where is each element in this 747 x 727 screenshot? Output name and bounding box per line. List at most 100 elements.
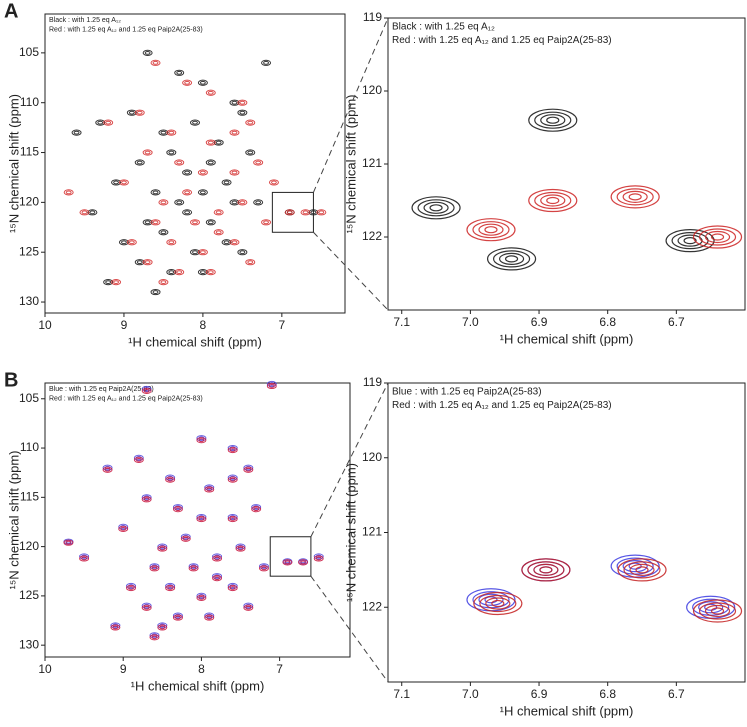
peak	[150, 288, 161, 296]
peak	[205, 89, 216, 96]
contour-ring	[253, 507, 260, 512]
contour-ring	[126, 584, 137, 592]
contour-ring	[258, 563, 269, 570]
x-tick-label: 6.7	[668, 687, 685, 701]
contour-ring	[103, 119, 114, 126]
contour-ring	[212, 573, 223, 580]
contour-ring	[152, 60, 159, 65]
contour-ring	[229, 517, 236, 521]
peak	[617, 558, 667, 582]
contour-ring	[417, 199, 455, 217]
y-tick-label: 110	[20, 95, 39, 109]
peak	[182, 209, 193, 216]
contour-ring	[235, 543, 246, 550]
contour-ring	[79, 209, 90, 216]
contour-ring	[215, 210, 222, 215]
peak	[227, 446, 238, 454]
peak	[316, 209, 327, 216]
contour-ring	[196, 435, 207, 442]
contour-ring	[113, 180, 119, 185]
peak	[197, 169, 208, 176]
contour-ring	[533, 563, 559, 576]
contour-ring	[182, 189, 193, 196]
x-axis-label: ¹H chemical shift (ppm)	[500, 331, 634, 346]
contour-ring	[231, 240, 238, 245]
contour-ring	[229, 448, 236, 452]
contour-ring	[81, 210, 88, 215]
legend-entry: Blue : with 1.25 eq Paip2A(25-83)	[392, 387, 542, 398]
contour-ring	[165, 476, 176, 483]
contour-ring	[136, 260, 143, 265]
peak	[253, 199, 264, 206]
contour-ring	[245, 149, 256, 156]
contour-ring	[215, 230, 222, 235]
contour-ring	[504, 255, 519, 263]
contour-ring	[199, 170, 206, 175]
contour-ring	[158, 279, 169, 286]
peak	[196, 437, 207, 444]
contour-ring	[635, 566, 649, 574]
contour-ring	[227, 515, 238, 523]
contour-ring	[284, 560, 291, 565]
x-axis-label: ¹H chemical shift (ppm)	[500, 703, 634, 718]
contour-ring	[263, 60, 269, 65]
x-tick-label: 10	[38, 662, 52, 676]
peak	[158, 129, 169, 136]
contour-ring	[466, 218, 516, 242]
contour-ring	[160, 130, 167, 135]
contour-ring	[118, 239, 129, 246]
contour-ring	[157, 624, 168, 631]
peak	[298, 559, 309, 566]
contour-ring	[205, 139, 216, 146]
peak	[150, 59, 161, 66]
peak	[174, 159, 185, 166]
peak	[268, 179, 279, 186]
contour-ring	[180, 535, 191, 542]
contour-ring	[111, 179, 122, 186]
peak	[141, 387, 152, 394]
peak	[103, 119, 114, 126]
contour-ring	[196, 515, 207, 523]
contour-ring	[214, 576, 220, 581]
contour-ring	[143, 497, 150, 502]
x-tick-label: 10	[38, 318, 52, 332]
contour-ring	[102, 466, 113, 473]
contour-ring	[136, 160, 143, 165]
contour-ring	[245, 119, 256, 126]
peak	[110, 624, 121, 631]
contour-ring	[197, 189, 208, 196]
contour-ring	[160, 230, 167, 235]
contour-ring	[255, 160, 262, 165]
contour-ring	[166, 149, 177, 156]
contour-ring	[87, 209, 98, 216]
contour-ring	[229, 586, 236, 590]
contour-ring	[198, 438, 205, 443]
peak	[528, 108, 578, 132]
contour-ring	[313, 553, 324, 560]
contour-ring	[192, 120, 198, 125]
peak	[300, 209, 311, 216]
contour-ring	[152, 190, 159, 195]
contour-ring	[198, 595, 205, 600]
contour-ring	[102, 464, 113, 471]
peak	[63, 189, 74, 196]
peak	[87, 209, 98, 216]
contour-ring	[247, 150, 254, 155]
contour-ring	[157, 543, 168, 550]
contour-ring	[271, 180, 277, 185]
contour-ring	[486, 247, 537, 271]
legend-entry: Black : with 1.25 eq A₁₂	[49, 17, 121, 24]
contour-ring	[665, 229, 715, 253]
contour-ring	[149, 563, 160, 570]
contour-ring	[199, 250, 206, 255]
contour-ring	[227, 446, 238, 454]
contour-ring	[540, 194, 566, 207]
contour-ring	[692, 599, 743, 623]
contour-ring	[628, 193, 642, 201]
y-tick-label: 119	[363, 10, 382, 24]
peak	[237, 249, 248, 256]
peak	[134, 159, 145, 166]
contour-ring	[243, 602, 254, 609]
contour-ring	[485, 597, 511, 610]
contour-ring	[540, 114, 566, 127]
